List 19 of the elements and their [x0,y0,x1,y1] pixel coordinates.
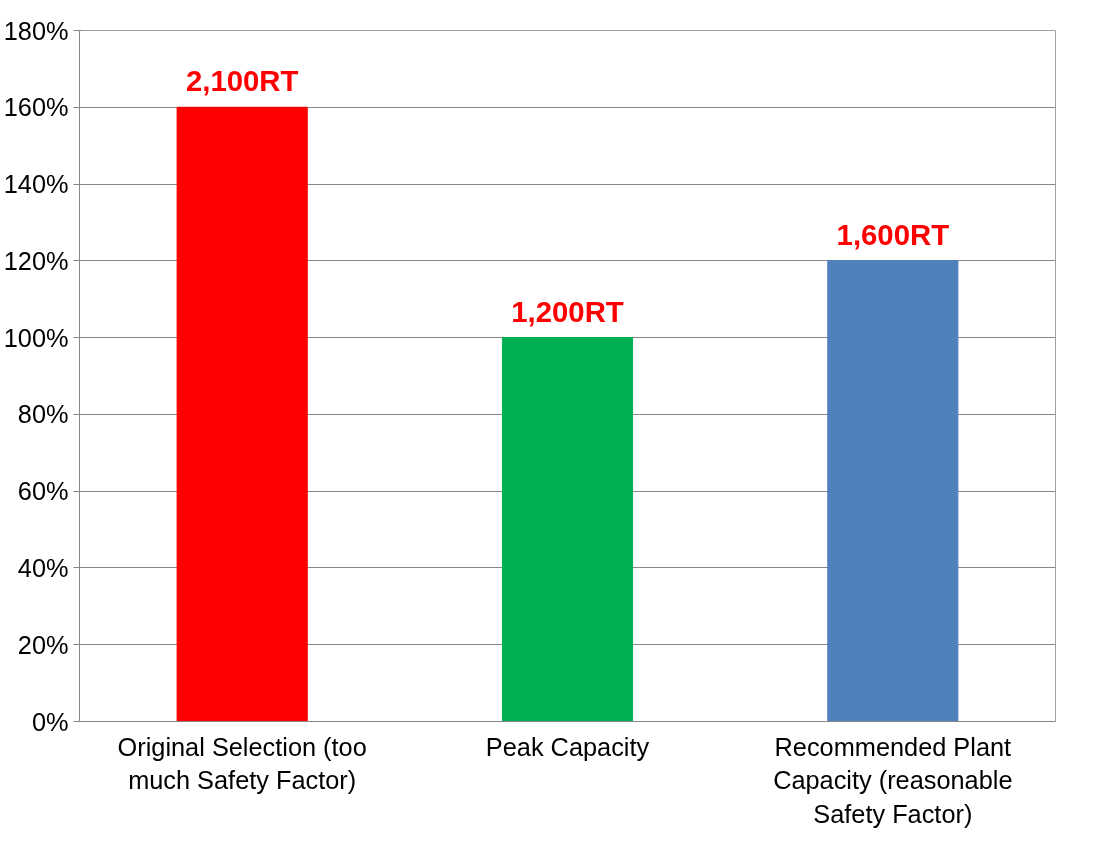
y-tick-label: 160% [3,93,69,122]
bar [501,337,634,722]
annotation: 2,100RT [185,64,299,98]
x-tick-label: Peak Capacity [485,732,650,761]
y-tick-label: 100% [3,323,69,352]
y-tick-label: 140% [3,170,69,199]
y-tick-label: 40% [17,553,69,582]
annotation: 1,600RT [836,217,950,251]
x-tick-label: Recommended Plant Capacity (reasonable Safety Factor) [773,732,1013,828]
x-tick-label: Original Selection (too much Safety Factor) [117,732,367,795]
annotation: 1,200RT [511,294,624,328]
y-tick-label: 0% [31,707,69,736]
bar [176,106,308,722]
y-tick-label: 20% [17,630,69,659]
bar [827,260,959,722]
y-tick-label: 180% [3,16,69,45]
y-tick-label: 120% [3,246,69,275]
y-tick-label: 80% [17,400,69,429]
y-tick-label: 60% [17,477,69,506]
